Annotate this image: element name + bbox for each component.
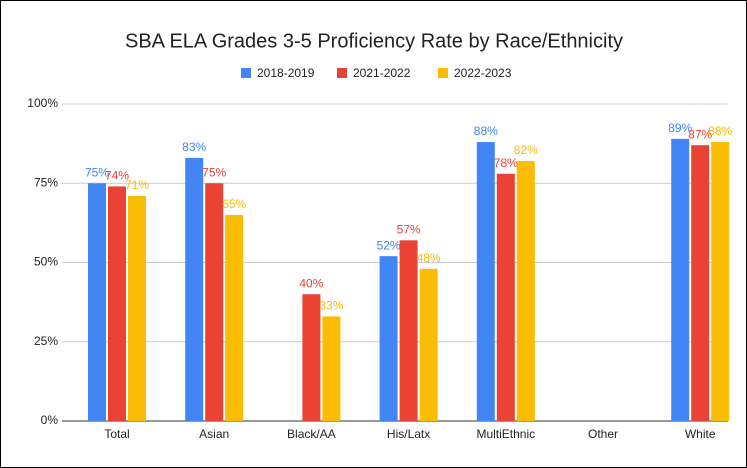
legend-swatch bbox=[337, 68, 347, 78]
bar bbox=[302, 294, 321, 421]
data-label: 89% bbox=[668, 121, 692, 135]
legend-label: 2021-2022 bbox=[353, 66, 411, 80]
x-tick-label: His/Latx bbox=[387, 427, 430, 441]
data-label: 83% bbox=[182, 140, 206, 154]
legend-label: 2022-2023 bbox=[454, 66, 512, 80]
legend-swatch bbox=[438, 68, 448, 78]
x-tick-label: Black/AA bbox=[287, 427, 336, 441]
x-tick-label: White bbox=[685, 427, 716, 441]
bar bbox=[399, 240, 418, 421]
bar bbox=[205, 183, 224, 421]
bar bbox=[419, 268, 438, 421]
data-label: 87% bbox=[688, 127, 712, 141]
x-tick-label: Asian bbox=[199, 427, 229, 441]
y-tick-label: 25% bbox=[34, 334, 58, 348]
data-label: 65% bbox=[222, 197, 246, 211]
bar bbox=[476, 142, 495, 422]
y-tick-label: 50% bbox=[34, 255, 58, 269]
data-label: 33% bbox=[319, 299, 343, 313]
bar bbox=[671, 138, 690, 421]
bar bbox=[128, 195, 146, 421]
data-label: 74% bbox=[105, 169, 129, 183]
bar bbox=[108, 186, 126, 421]
data-label: 48% bbox=[417, 251, 441, 265]
bar bbox=[516, 161, 535, 421]
bar bbox=[711, 142, 730, 422]
bar bbox=[88, 183, 106, 421]
legend-swatch bbox=[241, 68, 251, 78]
data-label: 88% bbox=[708, 124, 732, 138]
data-label: 88% bbox=[474, 124, 498, 138]
data-label: 52% bbox=[377, 238, 401, 252]
x-tick-label: Other bbox=[588, 427, 618, 441]
data-label: 75% bbox=[85, 165, 109, 179]
chart-title: SBA ELA Grades 3-5 Proficiency Rate by R… bbox=[125, 30, 623, 52]
x-tick-label: Total bbox=[104, 427, 129, 441]
data-label: 78% bbox=[494, 156, 518, 170]
bar bbox=[322, 316, 341, 421]
x-tick-label: MultiEthnic bbox=[476, 427, 535, 441]
bar bbox=[496, 173, 515, 421]
data-label: 57% bbox=[397, 222, 421, 236]
data-label: 40% bbox=[299, 276, 323, 290]
y-tick-label: 75% bbox=[34, 175, 58, 189]
legend-label: 2018-2019 bbox=[257, 66, 315, 80]
bar bbox=[185, 157, 204, 421]
data-label: 75% bbox=[202, 165, 226, 179]
bar bbox=[379, 256, 398, 421]
bar bbox=[691, 145, 710, 421]
y-tick-label: 0% bbox=[41, 413, 59, 427]
y-tick-label: 100% bbox=[27, 96, 58, 110]
data-label: 82% bbox=[514, 143, 538, 157]
bar bbox=[225, 214, 244, 421]
data-label: 71% bbox=[125, 178, 149, 192]
